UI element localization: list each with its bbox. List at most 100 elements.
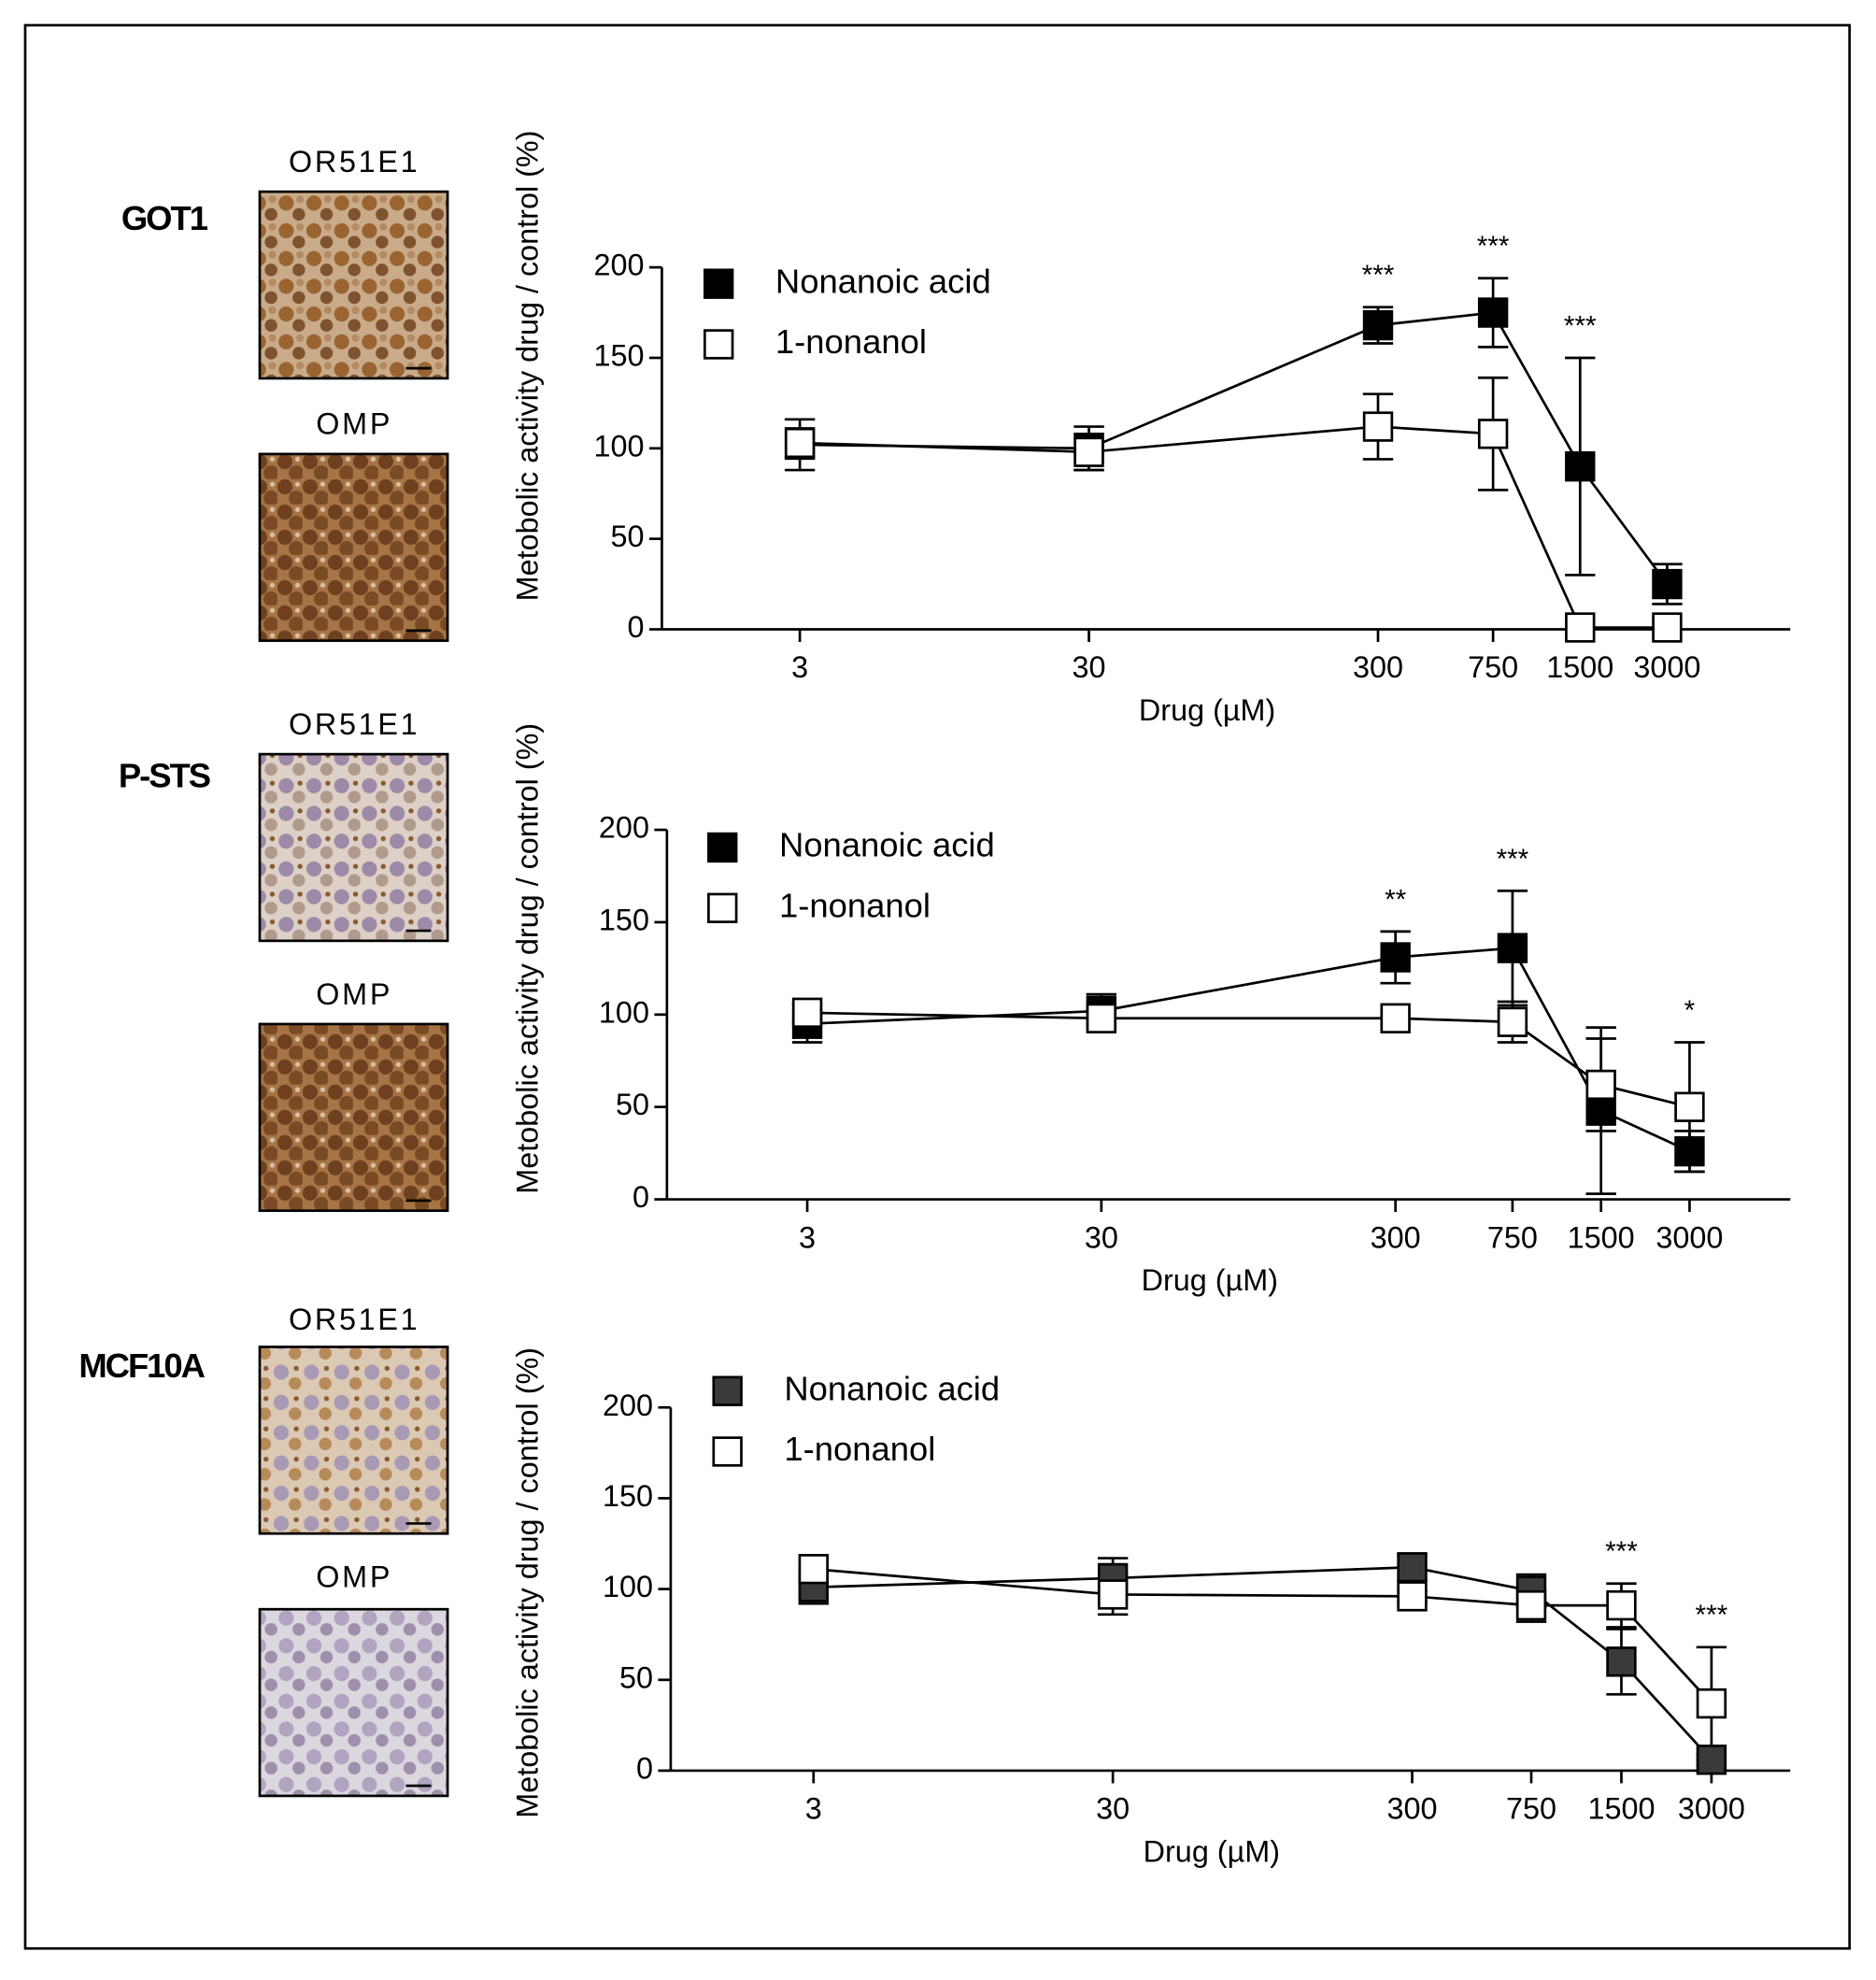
- panel-label: P-STS: [119, 756, 210, 794]
- micrograph: [258, 1022, 449, 1213]
- marker: [1565, 450, 1596, 482]
- legend-label: 1-nonanol: [775, 322, 927, 361]
- marker: [1097, 1579, 1129, 1610]
- figure-border: [23, 23, 1852, 1950]
- series-line: [813, 1565, 1713, 1761]
- legend-swatch: [712, 1436, 743, 1467]
- significance: ***: [1477, 231, 1510, 262]
- y-tick-label: 100: [594, 429, 645, 463]
- series-line: [800, 425, 1668, 629]
- legend-label: 1-nonanol: [784, 1430, 935, 1468]
- legend-label: Nonanoic acid: [779, 826, 995, 864]
- x-tick-label: 3000: [1656, 1220, 1723, 1254]
- marker: [1515, 1589, 1547, 1621]
- panel-label: GOT1: [121, 199, 208, 237]
- marker: [1652, 568, 1683, 600]
- micrograph: [258, 1346, 449, 1535]
- marker: [1397, 1552, 1428, 1583]
- y-axis-label: Metobolic activity drug / control (%): [510, 1347, 544, 1818]
- series-line: [807, 947, 1691, 1153]
- y-tick-label: 200: [594, 249, 645, 282]
- legend-swatch: [703, 268, 734, 299]
- x-tick-label: 30: [1085, 1220, 1118, 1254]
- x-tick-label: 1500: [1568, 1220, 1635, 1254]
- y-tick-label: 150: [603, 1479, 653, 1513]
- marker: [1606, 1646, 1637, 1677]
- significance: ***: [1362, 260, 1395, 291]
- x-tick-label: 750: [1468, 650, 1518, 684]
- stain-label: OR51E1: [289, 1303, 419, 1336]
- series-line: [813, 1567, 1713, 1704]
- y-tick-label: 50: [616, 1088, 649, 1121]
- series-line: [807, 1011, 1690, 1108]
- marker: [1362, 309, 1394, 341]
- y-tick-label: 200: [603, 1389, 653, 1422]
- marker: [1397, 1581, 1428, 1612]
- marker: [1565, 612, 1596, 643]
- x-tick-label: 1500: [1587, 1792, 1655, 1826]
- y-tick-label: 0: [632, 1180, 649, 1214]
- x-tick-label: 3: [805, 1792, 822, 1826]
- stain-label: OR51E1: [289, 707, 419, 741]
- stain-label: OMP: [316, 977, 392, 1011]
- y-tick-label: 100: [603, 1570, 653, 1603]
- stain-label: OMP: [316, 407, 392, 441]
- significance: **: [1385, 884, 1407, 915]
- panel-label: MCF10A: [78, 1346, 205, 1385]
- micrograph: [258, 1607, 449, 1798]
- y-tick-label: 50: [619, 1660, 653, 1694]
- significance: *: [1684, 995, 1696, 1026]
- significance: ***: [1497, 844, 1529, 875]
- marker: [798, 1554, 829, 1585]
- marker: [1674, 1091, 1705, 1122]
- marker: [1585, 1095, 1616, 1126]
- x-tick-label: 3: [791, 650, 808, 684]
- significance: ***: [1696, 1600, 1728, 1631]
- marker: [1086, 1003, 1117, 1033]
- legend-label: Nonanoic acid: [775, 262, 991, 300]
- marker: [1380, 1003, 1411, 1033]
- significance: ***: [1564, 310, 1597, 341]
- y-axis-label: Metobolic activity drug / control (%): [510, 723, 544, 1194]
- y-tick-label: 50: [611, 520, 645, 553]
- marker: [1606, 1589, 1637, 1621]
- x-tick-label: 3: [799, 1220, 816, 1254]
- x-tick-label: 3000: [1633, 650, 1700, 684]
- marker: [1477, 419, 1509, 449]
- x-axis-label: Drug (µM): [1142, 1263, 1278, 1297]
- legend-swatch: [703, 329, 734, 360]
- y-tick-label: 150: [599, 903, 649, 936]
- legend-swatch: [712, 1375, 743, 1406]
- x-tick-label: 750: [1506, 1792, 1556, 1826]
- y-axis-label: Metobolic activity drug / control (%): [510, 130, 544, 601]
- marker: [1380, 942, 1411, 973]
- marker: [1477, 297, 1509, 328]
- marker: [784, 427, 816, 459]
- legend-label: Nonanoic acid: [784, 1369, 1000, 1407]
- marker: [1585, 1069, 1616, 1101]
- y-tick-label: 0: [628, 610, 645, 644]
- legend-swatch: [707, 892, 738, 923]
- x-tick-label: 750: [1487, 1220, 1538, 1254]
- x-axis-label: Drug (µM): [1144, 1835, 1280, 1869]
- marker: [1362, 411, 1394, 442]
- x-tick-label: 30: [1096, 1792, 1130, 1826]
- stain-label: OR51E1: [289, 145, 419, 178]
- significance: ***: [1605, 1536, 1638, 1567]
- legend-label: 1-nonanol: [779, 886, 931, 924]
- x-tick-label: 300: [1353, 650, 1403, 684]
- legend-swatch: [707, 832, 738, 863]
- marker: [1652, 612, 1683, 643]
- marker: [1497, 933, 1528, 963]
- micrograph: [258, 190, 449, 380]
- x-tick-label: 300: [1371, 1220, 1421, 1254]
- marker: [1073, 436, 1104, 467]
- x-tick-label: 300: [1387, 1792, 1438, 1826]
- marker: [791, 997, 823, 1029]
- x-tick-label: 3000: [1678, 1792, 1745, 1826]
- micrograph: [258, 452, 449, 642]
- y-tick-label: 0: [636, 1751, 653, 1785]
- x-tick-label: 30: [1073, 650, 1106, 684]
